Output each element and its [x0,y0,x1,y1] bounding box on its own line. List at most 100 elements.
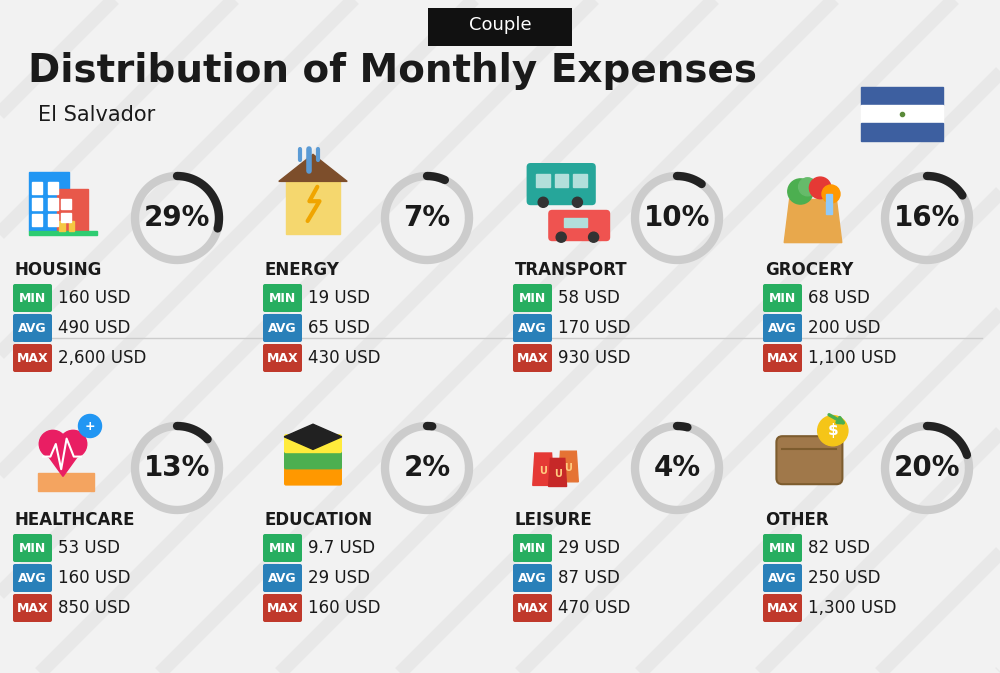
Text: 2,600 USD: 2,600 USD [58,349,146,367]
Circle shape [78,415,102,437]
Bar [861,123,943,141]
Bar [861,87,943,105]
Text: 53 USD: 53 USD [58,539,120,557]
Text: U: U [539,466,547,476]
FancyBboxPatch shape [13,314,52,342]
FancyBboxPatch shape [513,284,552,312]
Polygon shape [549,458,567,487]
Text: 470 USD: 470 USD [558,599,630,617]
Text: AVG: AVG [518,571,547,584]
FancyBboxPatch shape [13,344,52,372]
Text: 850 USD: 850 USD [58,599,130,617]
Circle shape [799,178,817,196]
Text: MAX: MAX [17,602,48,614]
Bar [48,199,58,210]
Text: MIN: MIN [519,542,546,555]
Text: 2%: 2% [403,454,451,482]
Bar [61,199,71,209]
Bar [59,221,65,231]
Text: 82 USD: 82 USD [808,539,870,557]
FancyBboxPatch shape [263,564,302,592]
Bar [69,221,74,231]
Text: TRANSPORT: TRANSPORT [515,261,628,279]
Bar [539,450,547,456]
Polygon shape [558,451,578,482]
Text: 4%: 4% [653,454,701,482]
Bar [564,448,572,454]
Bar [48,182,58,194]
Text: HEALTHCARE: HEALTHCARE [15,511,136,529]
Bar [554,456,561,460]
Bar [536,174,550,187]
Text: 160 USD: 160 USD [58,289,130,307]
Bar [29,172,69,231]
Text: AVG: AVG [268,571,297,584]
Text: $: $ [827,423,838,438]
Text: AVG: AVG [268,322,297,334]
Text: 68 USD: 68 USD [808,289,870,307]
Polygon shape [40,444,86,476]
Circle shape [589,232,599,242]
Text: 13%: 13% [144,454,210,482]
FancyBboxPatch shape [763,314,802,342]
FancyBboxPatch shape [513,564,552,592]
Bar [57,189,88,231]
Text: OTHER: OTHER [765,511,829,529]
Text: AVG: AVG [518,322,547,334]
FancyBboxPatch shape [548,210,610,241]
Bar [826,194,832,214]
FancyBboxPatch shape [560,213,593,232]
Text: AVG: AVG [18,571,47,584]
Text: ENERGY: ENERGY [265,261,340,279]
Text: 29%: 29% [144,204,210,232]
Text: 930 USD: 930 USD [558,349,631,367]
Text: 9.7 USD: 9.7 USD [308,539,375,557]
Bar [573,174,587,187]
FancyBboxPatch shape [263,344,302,372]
Text: 7%: 7% [403,204,451,232]
FancyBboxPatch shape [763,534,802,562]
FancyBboxPatch shape [13,594,52,622]
Bar [29,231,97,236]
Circle shape [572,197,582,207]
Text: U: U [564,463,572,473]
Text: MIN: MIN [269,291,296,304]
Text: 170 USD: 170 USD [558,319,631,337]
Text: Distribution of Monthly Expenses: Distribution of Monthly Expenses [28,52,757,90]
Text: 65 USD: 65 USD [308,319,370,337]
FancyBboxPatch shape [776,436,842,484]
Text: MAX: MAX [517,602,548,614]
Bar [302,434,324,439]
Polygon shape [286,182,340,234]
Text: 430 USD: 430 USD [308,349,380,367]
Polygon shape [533,453,554,485]
Text: AVG: AVG [18,322,47,334]
Text: U: U [554,469,562,479]
Circle shape [538,197,548,207]
Bar [32,182,42,194]
Text: MIN: MIN [19,542,46,555]
FancyBboxPatch shape [513,344,552,372]
FancyBboxPatch shape [284,466,342,486]
Text: MAX: MAX [767,351,798,365]
Text: 16%: 16% [894,204,960,232]
Text: MAX: MAX [517,351,548,365]
Text: 250 USD: 250 USD [808,569,881,587]
Circle shape [39,430,67,458]
FancyBboxPatch shape [13,284,52,312]
Text: +: + [85,419,95,433]
FancyBboxPatch shape [263,534,302,562]
Text: 10%: 10% [644,204,710,232]
Circle shape [59,430,87,458]
FancyBboxPatch shape [513,314,552,342]
FancyBboxPatch shape [13,564,52,592]
Text: EDUCATION: EDUCATION [265,511,373,529]
FancyBboxPatch shape [763,594,802,622]
Circle shape [818,415,848,446]
Text: AVG: AVG [768,322,797,334]
Text: MIN: MIN [269,542,296,555]
Text: GROCERY: GROCERY [765,261,853,279]
Text: MAX: MAX [17,351,48,365]
FancyBboxPatch shape [263,594,302,622]
Text: HOUSING: HOUSING [15,261,102,279]
